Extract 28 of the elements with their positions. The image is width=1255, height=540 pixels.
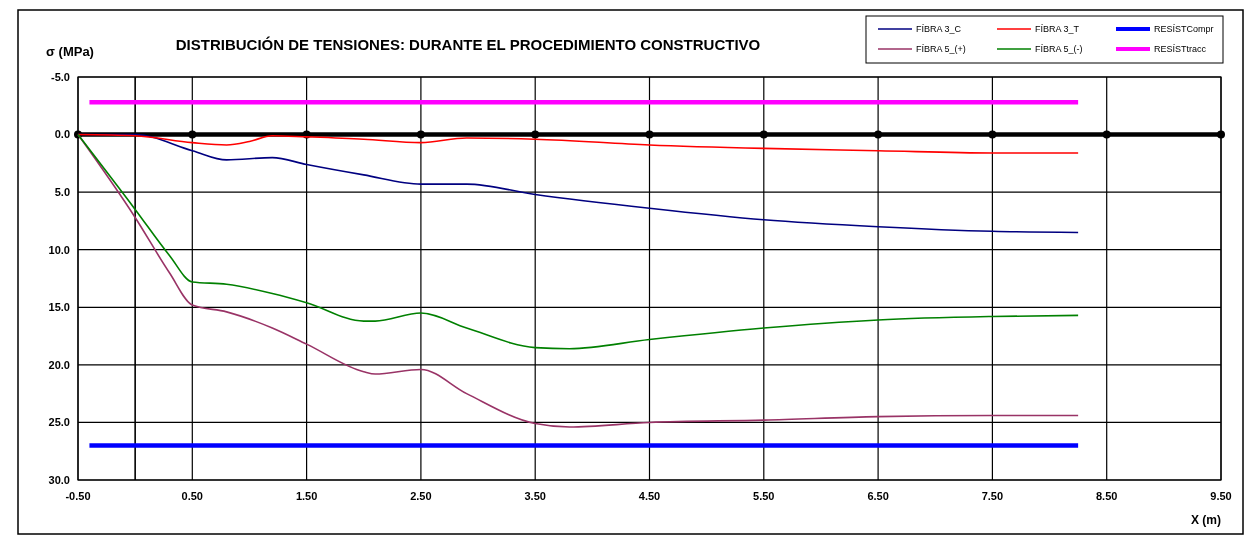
x-tick-label: 7.50 bbox=[981, 490, 1004, 502]
y-tick-label: 10.0 bbox=[48, 243, 70, 256]
legend-label: FÍBRA 3_C bbox=[916, 24, 962, 35]
x-tick-label: 3.50 bbox=[524, 490, 546, 502]
x-tick-label: 4.50 bbox=[638, 490, 661, 502]
x-tick-label: 0.50 bbox=[181, 490, 204, 502]
x-tick-label: 9.50 bbox=[1210, 490, 1232, 502]
chart-title: DISTRIBUCIÓN DE TENSIONES: DURANTE EL PROCEDIMIENTO CONSTRUCTIVO bbox=[175, 36, 761, 53]
y-tick-label: 30.0 bbox=[48, 473, 70, 486]
legend-label: FÍBRA 5_(+) bbox=[916, 44, 966, 55]
y-tick-label: 0.0 bbox=[54, 128, 70, 141]
y-tick-label: 25.0 bbox=[48, 416, 70, 429]
x-tick-label: 2.50 bbox=[410, 490, 432, 502]
y-tick-label: -5.0 bbox=[51, 70, 70, 83]
x-tick-label: -0.50 bbox=[65, 490, 91, 502]
x-tick-label: 6.50 bbox=[867, 490, 889, 502]
x-tick-label: 1.50 bbox=[295, 490, 318, 502]
x-tick-label: 8.50 bbox=[1095, 490, 1118, 502]
x-axis-title: X (m) bbox=[1191, 513, 1221, 527]
y-axis-title: σ (MPa) bbox=[46, 44, 94, 59]
legend-label: RESÍSTtracc bbox=[1154, 44, 1207, 55]
legend-label: FÍBRA 3_T bbox=[1035, 24, 1080, 35]
y-tick-label: 5.0 bbox=[54, 185, 70, 198]
y-tick-label: 20.0 bbox=[48, 358, 70, 371]
legend-label: FÍBRA 5_(-) bbox=[1035, 44, 1083, 55]
x-tick-label: 5.50 bbox=[753, 490, 775, 502]
legend-label: RESÍSTCompr bbox=[1154, 24, 1214, 35]
y-tick-label: 15.0 bbox=[48, 301, 70, 314]
